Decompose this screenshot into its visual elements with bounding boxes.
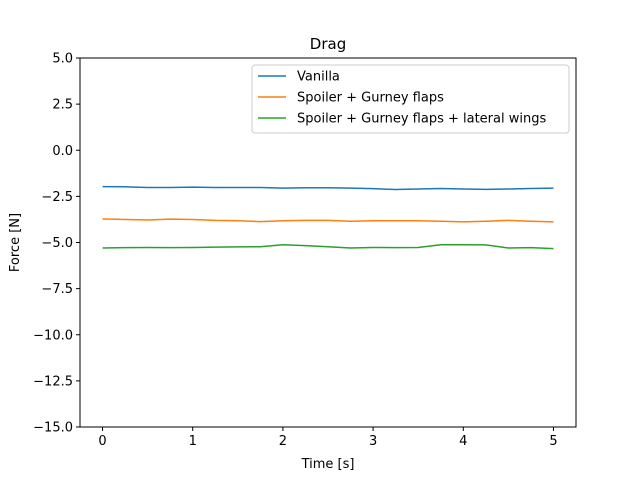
x-tick-label: 3 <box>369 434 377 449</box>
chart-title: Drag <box>310 35 346 53</box>
y-tick-label: 2.5 <box>52 98 73 113</box>
x-tick-label: 1 <box>189 434 197 449</box>
legend-label: Spoiler + Gurney flaps <box>297 91 444 106</box>
y-axis-label: Force [N] <box>8 213 23 272</box>
y-tick-label: 0.0 <box>52 144 73 159</box>
x-tick-label: 2 <box>279 434 287 449</box>
series-line-vanilla <box>102 185 554 191</box>
y-axis: 5.0 2.5 0.0 −2.5 −5.0 −7.5 −10.0 −12.5 −15.0 <box>33 52 80 436</box>
x-axis: 0 1 2 3 4 5 <box>98 427 558 449</box>
x-axis-label: Time [s] <box>301 457 355 472</box>
x-tick-label: 5 <box>549 434 557 449</box>
legend-frame <box>251 64 570 134</box>
legend-item-vanilla: Vanilla <box>258 70 340 85</box>
y-tick-label: −12.5 <box>33 374 73 389</box>
series-line-spoiler-gurney-flaps-lateral-wings <box>102 243 554 250</box>
legend-item-spoiler-gurney-flaps: Spoiler + Gurney flaps <box>258 91 444 106</box>
y-tick-label: −10.0 <box>33 328 73 343</box>
x-tick-label: 4 <box>459 434 467 449</box>
legend: Vanilla Spoiler + Gurney flaps Spoiler + G… <box>251 64 570 134</box>
legend-label: Spoiler + Gurney flaps + lateral wings <box>297 112 546 127</box>
y-tick-label: −2.5 <box>41 190 73 205</box>
y-tick-label: −15.0 <box>33 421 73 436</box>
y-tick-label: 5.0 <box>52 52 73 67</box>
x-tick-label: 0 <box>98 434 106 449</box>
legend-items: Vanilla Spoiler + Gurney flaps Spoiler + G… <box>258 70 546 127</box>
legend-item-spoiler-gurney-flaps-lateral-wings: Spoiler + Gurney flaps + lateral wings <box>258 112 546 127</box>
series-line-spoiler-gurney-flaps <box>102 218 554 223</box>
legend-label: Vanilla <box>297 70 340 85</box>
series-layer <box>102 185 554 250</box>
y-tick-label: −5.0 <box>41 236 73 251</box>
y-tick-label: −7.5 <box>41 282 73 297</box>
